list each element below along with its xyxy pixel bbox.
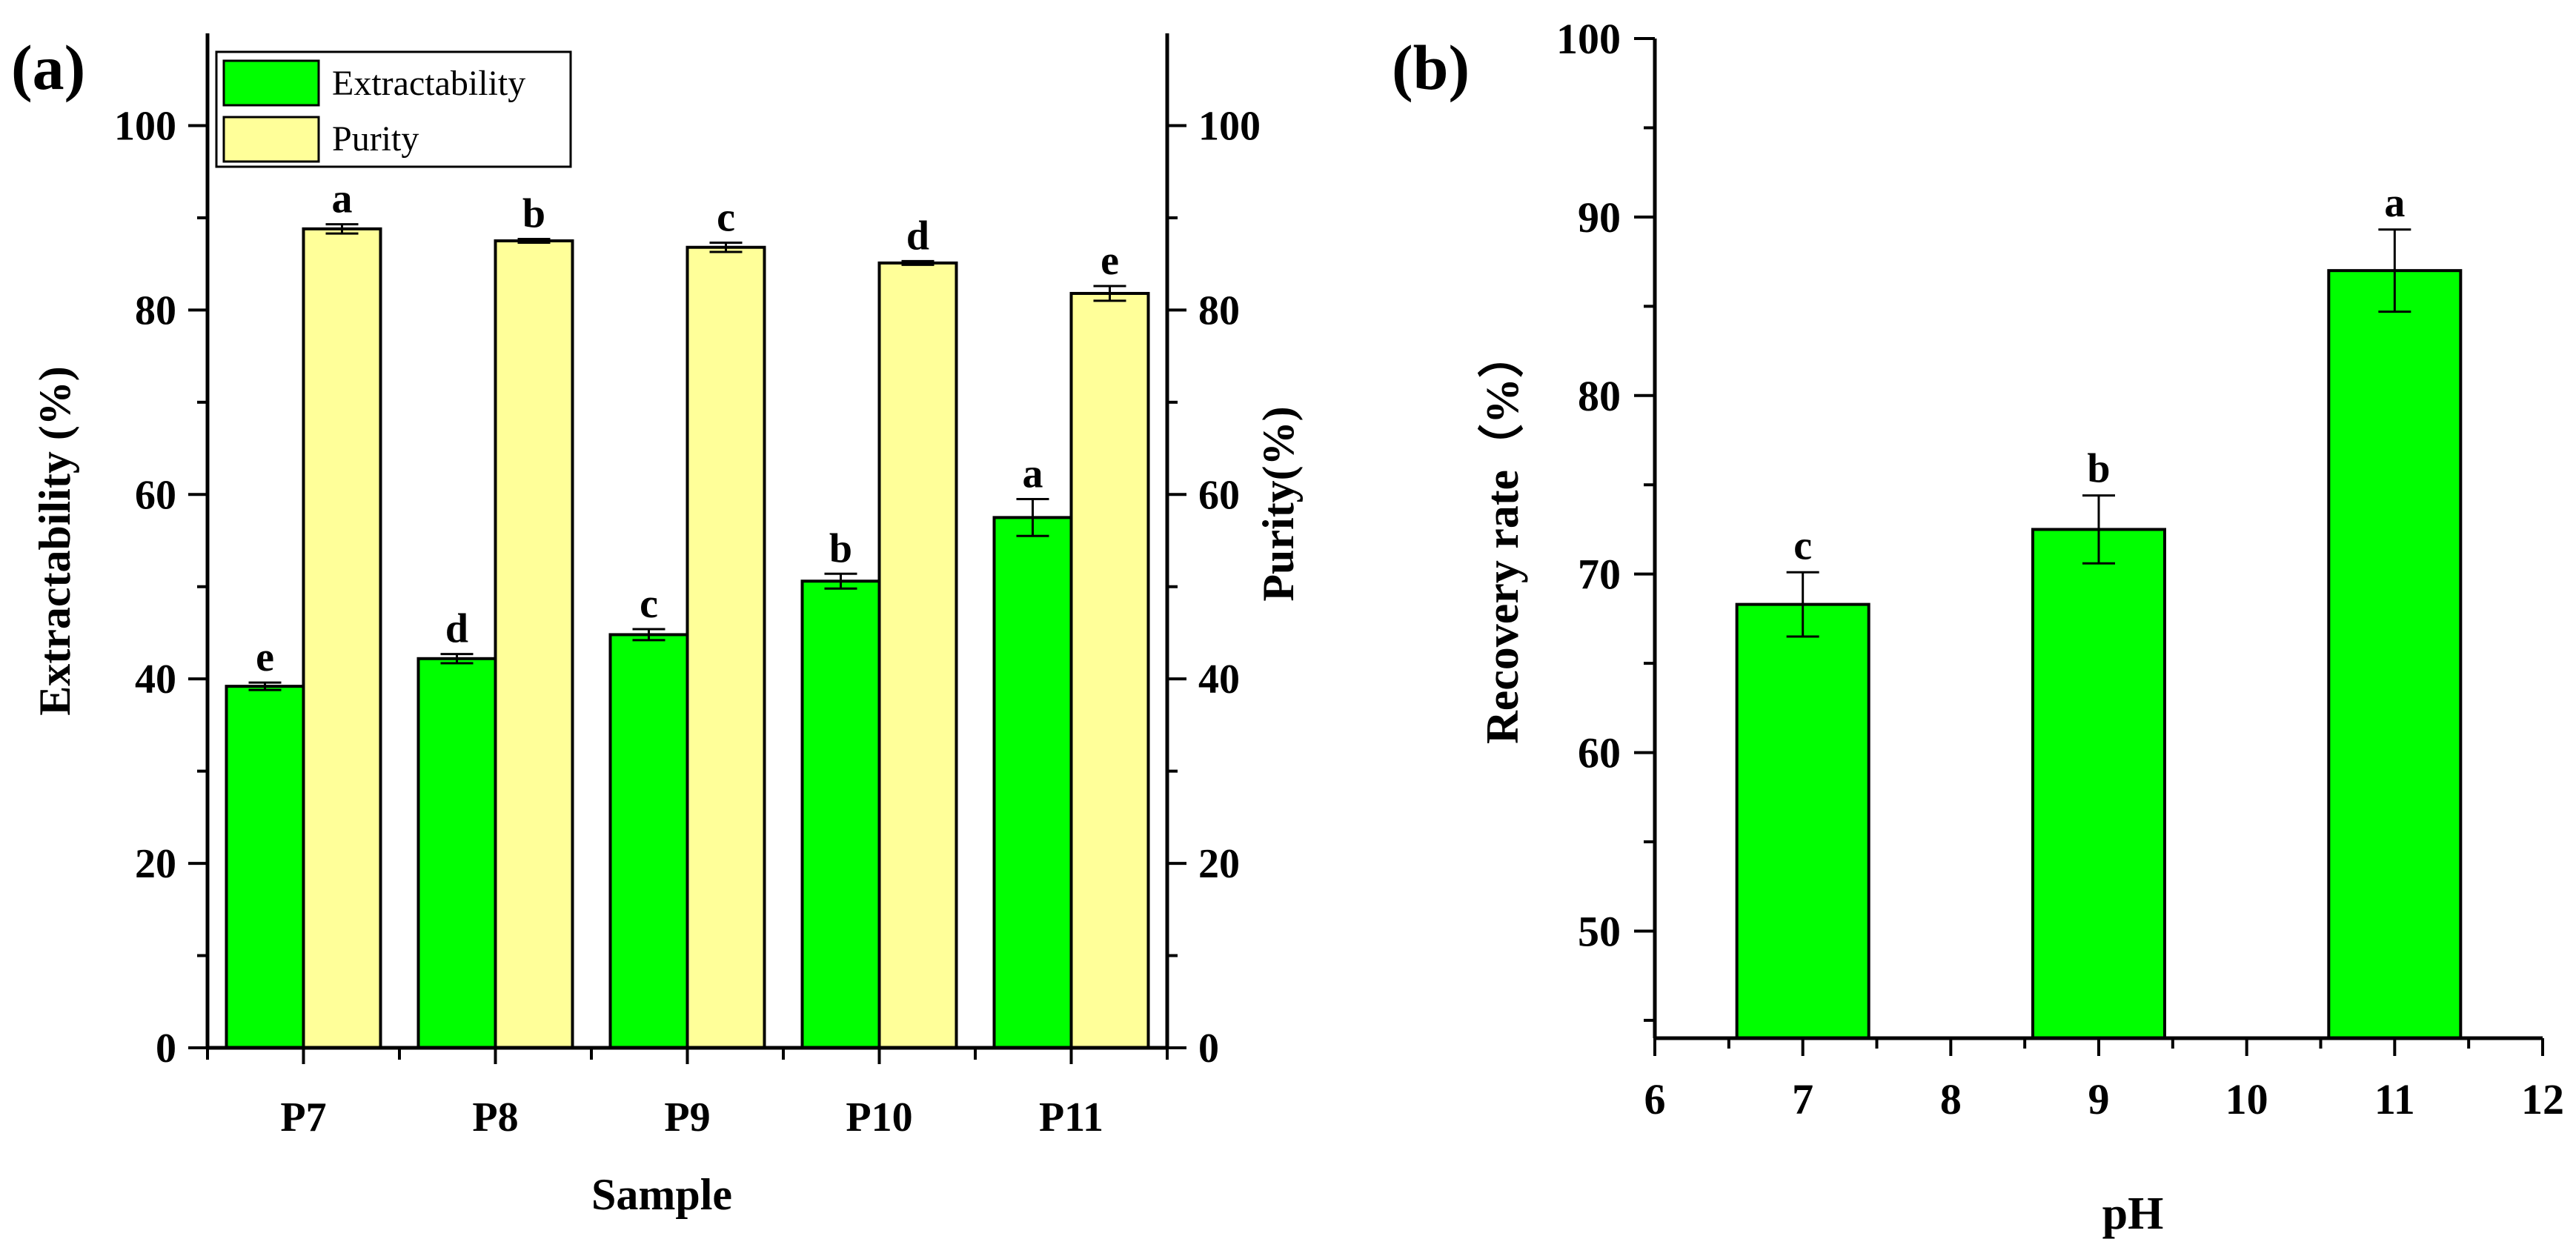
x-tick-label: 11 xyxy=(2374,1075,2415,1123)
panel-a-chart: (a) e a d b c c b d a e P7 P8 P9 P10 P11 0 0 20 20 40 40 60 6… xyxy=(11,32,1303,1219)
y-tick-label: 0 xyxy=(156,1026,176,1072)
y-tick-label: 100 xyxy=(114,103,176,149)
panel-b-y-axis-title: Recovery rate（%） xyxy=(1476,332,1528,744)
x-tick-label: 12 xyxy=(2521,1075,2564,1123)
legend-label-purity: Purity xyxy=(332,119,419,159)
bar-purity-p9 xyxy=(686,245,766,1050)
bar-recovery-ph-7 xyxy=(1735,602,1870,1040)
significance-label: a xyxy=(1023,451,1043,496)
right-y-tick-label: 100 xyxy=(1198,103,1261,149)
x-tick-label: 6 xyxy=(1644,1075,1666,1123)
bar-purity-p7 xyxy=(302,227,382,1049)
bar-extractability-p10 xyxy=(800,579,881,1049)
significance-label: c xyxy=(640,581,658,627)
significance-label: b xyxy=(829,525,852,571)
bar-extractability-p9 xyxy=(608,633,689,1049)
panel-b-label: (b) xyxy=(1392,32,1470,103)
y-tick-label: 60 xyxy=(135,472,176,518)
significance-label: a xyxy=(332,176,353,222)
y-tick-label: 20 xyxy=(135,841,176,887)
significance-label: e xyxy=(256,634,274,680)
right-y-tick-label: 60 xyxy=(1198,472,1240,518)
panel-b-chart: (b) c b a 6 7 8 9 10 11 12 50 60 70 80 90 100 Recovery… xyxy=(1392,15,2564,1239)
bar-recovery-ph-9 xyxy=(2031,528,2166,1040)
x-tick-label: P10 xyxy=(846,1094,912,1140)
panel-a-label: (a) xyxy=(11,32,85,103)
panel-a-legend: Extractability Purity xyxy=(215,50,572,168)
x-tick-label: P7 xyxy=(280,1094,326,1140)
significance-label: d xyxy=(445,606,468,652)
panel-a-x-axis-title: Sample xyxy=(591,1170,732,1219)
bar-purity-p11 xyxy=(1069,291,1150,1050)
x-tick-label: 9 xyxy=(2088,1075,2110,1123)
significance-label: a xyxy=(2384,180,2405,226)
right-y-tick-label: 80 xyxy=(1198,288,1240,333)
x-tick-label: P9 xyxy=(664,1094,710,1140)
significance-label: b xyxy=(522,191,545,237)
y-tick-label: 80 xyxy=(135,288,176,333)
legend-swatch-extractability xyxy=(222,59,320,107)
y-tick-label: 80 xyxy=(1578,372,1621,420)
bar-extractability-p8 xyxy=(416,657,497,1049)
y-tick-label: 100 xyxy=(1556,15,1621,63)
significance-label: c xyxy=(1793,522,1812,568)
y-tick-label: 60 xyxy=(1578,729,1621,777)
bar-extractability-p11 xyxy=(992,516,1073,1049)
right-y-tick-label: 40 xyxy=(1198,657,1240,702)
bar-recovery-ph-11 xyxy=(2327,269,2463,1040)
legend-swatch-purity xyxy=(222,116,320,163)
panel-a-right-y-axis-title: Purity(%) xyxy=(1254,406,1303,601)
y-tick-label: 50 xyxy=(1578,907,1621,955)
x-tick-label: P8 xyxy=(472,1094,518,1140)
right-y-tick-label: 20 xyxy=(1198,841,1240,887)
panel-b-x-axis-title: pH xyxy=(2102,1189,2164,1239)
x-tick-label: 8 xyxy=(1940,1075,1962,1123)
y-tick-label: 70 xyxy=(1578,551,1621,599)
significance-label: d xyxy=(906,213,929,259)
y-tick-label: 40 xyxy=(135,657,176,702)
legend-label-extractability: Extractability xyxy=(332,64,525,103)
x-tick-label: P11 xyxy=(1039,1094,1103,1140)
significance-label: b xyxy=(2087,446,2110,492)
bar-purity-p10 xyxy=(877,261,958,1049)
x-tick-label: 10 xyxy=(2225,1075,2268,1123)
bar-purity-p8 xyxy=(494,239,574,1050)
significance-label: e xyxy=(1101,238,1119,284)
right-y-tick-label: 0 xyxy=(1198,1026,1219,1072)
significance-label: c xyxy=(717,195,735,241)
bar-extractability-p7 xyxy=(225,685,305,1049)
x-tick-label: 7 xyxy=(1792,1075,1813,1123)
y-tick-label: 90 xyxy=(1578,193,1621,242)
panel-a-y-axis-title: Extractability (%) xyxy=(30,366,79,716)
